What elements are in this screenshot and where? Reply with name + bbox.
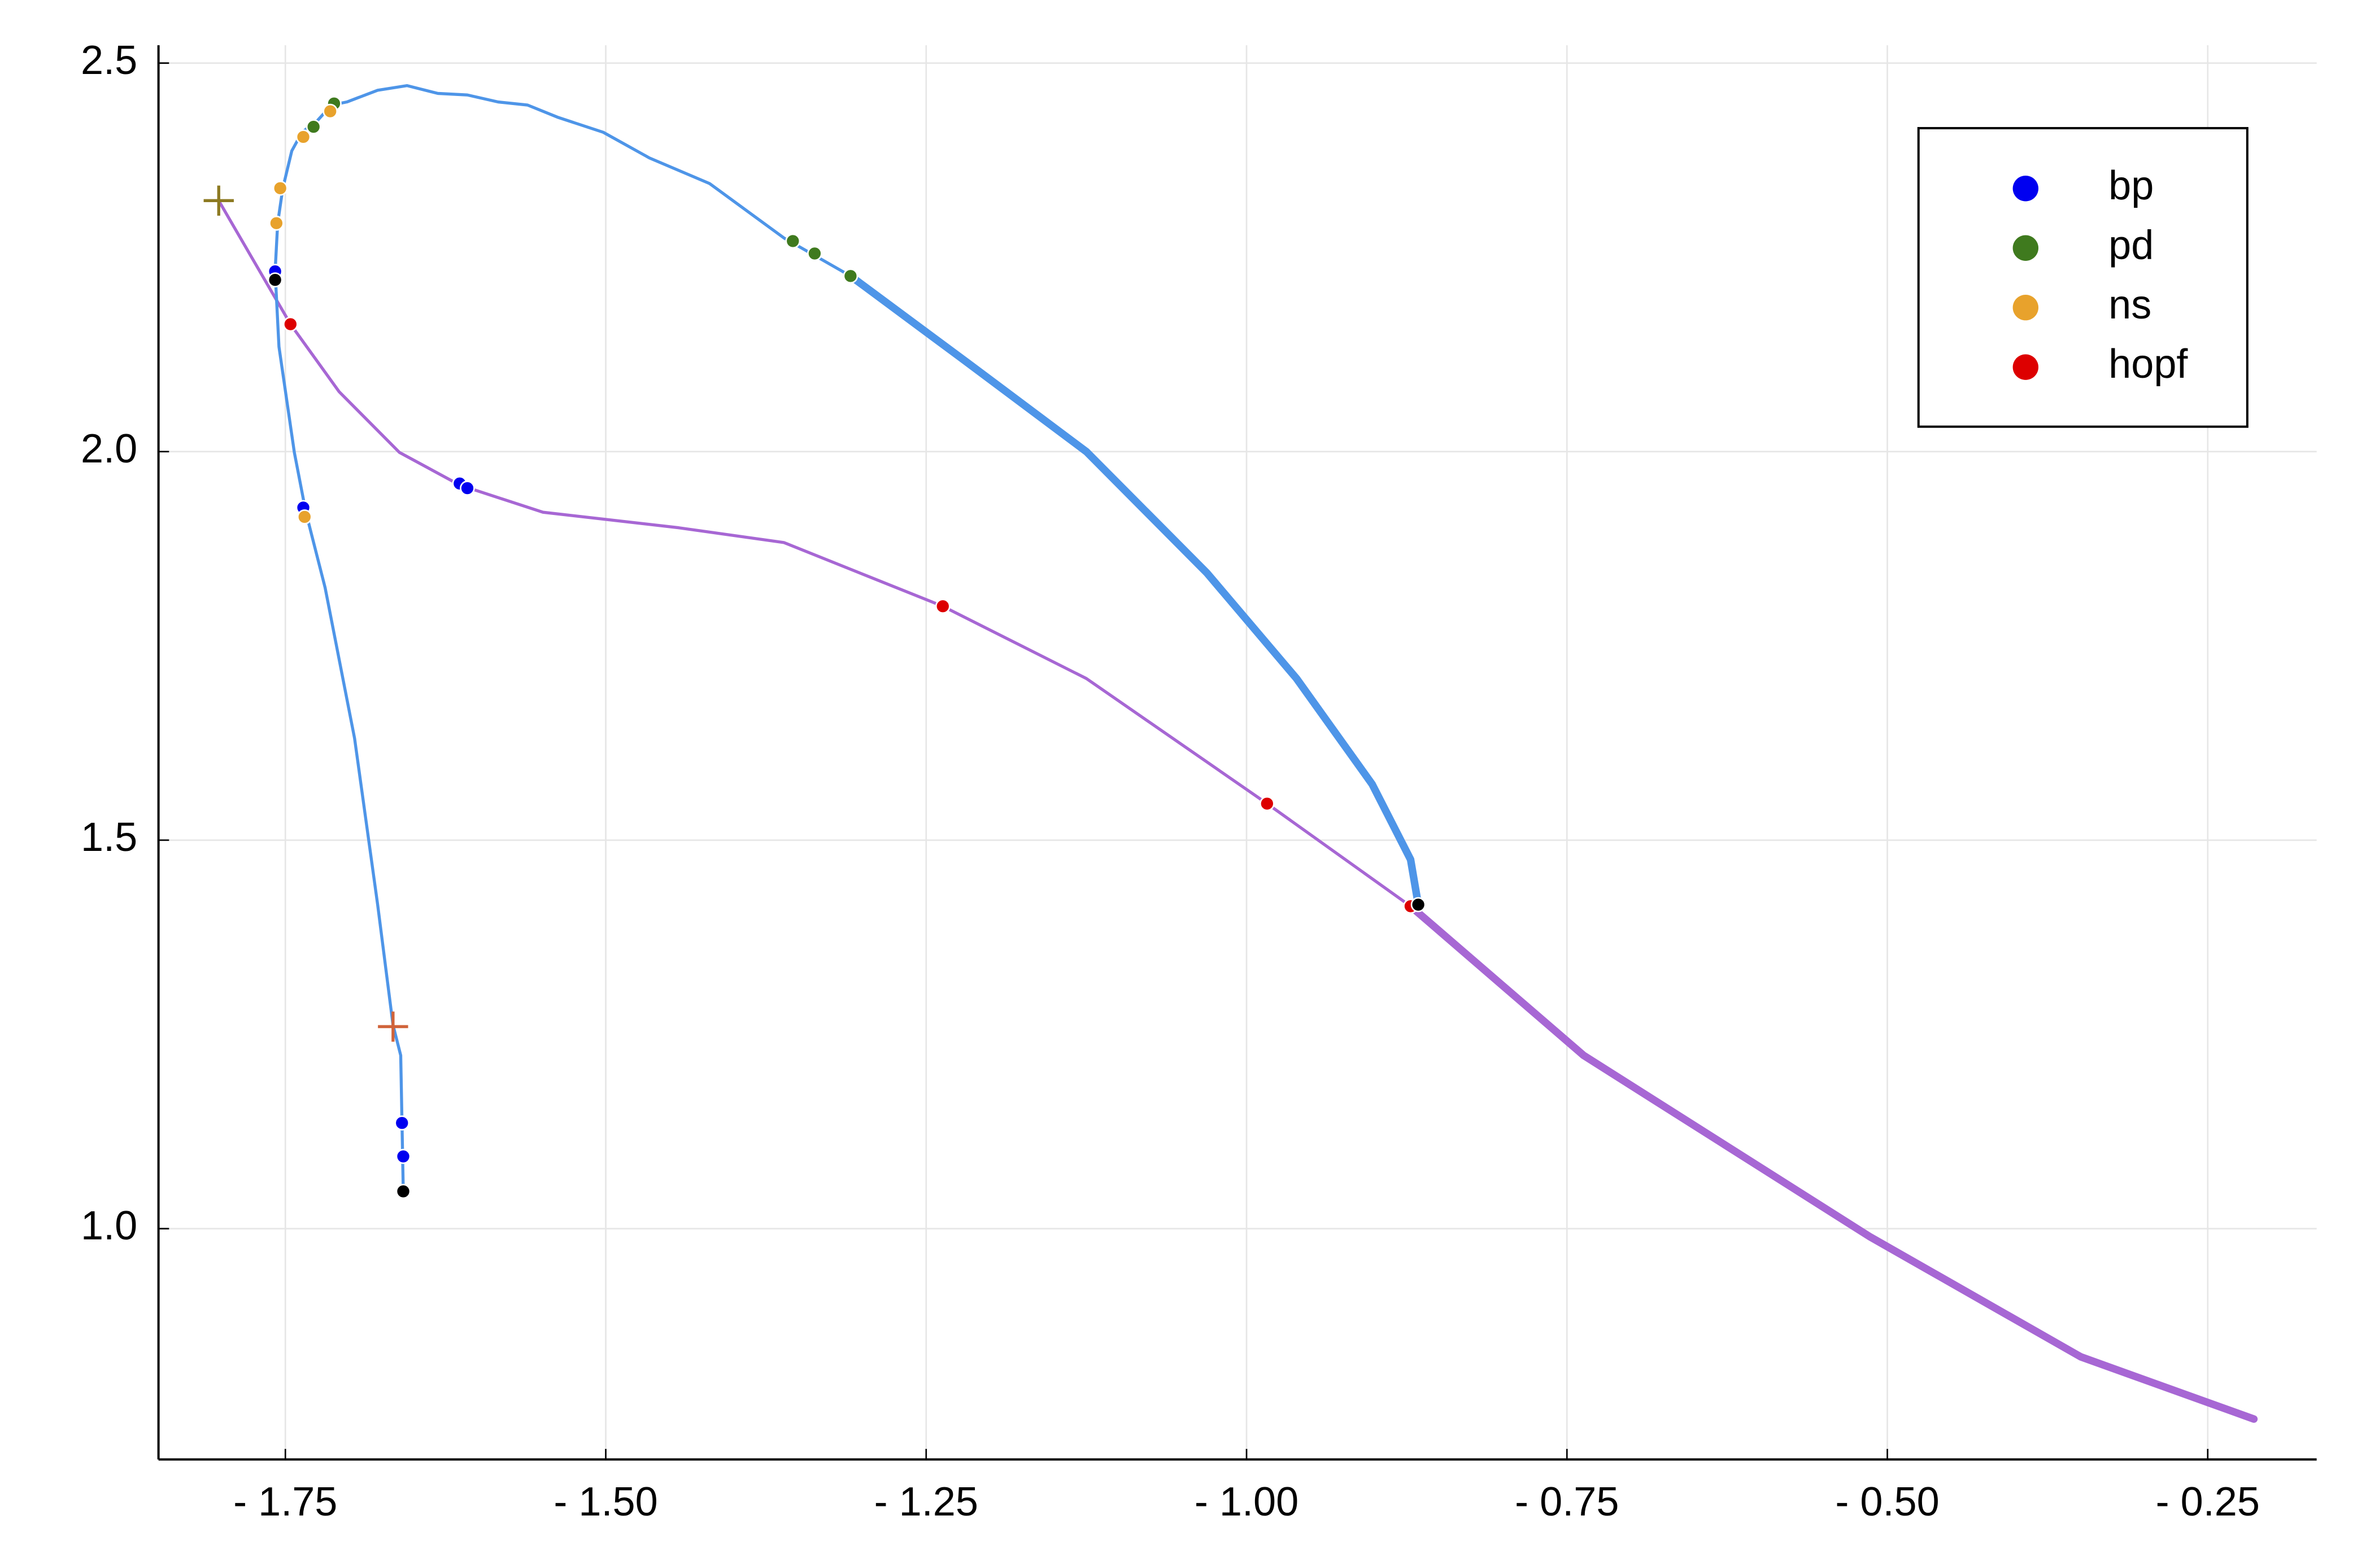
point [297,509,312,525]
curve [273,84,852,1193]
point [267,272,283,288]
point [395,1148,411,1164]
point [395,1183,411,1199]
point [807,246,822,261]
point [785,233,801,249]
legend-label: bp [2108,163,2154,208]
point [272,180,288,196]
x-tick-label: - 1.25 [874,1479,978,1525]
curve [1406,902,2258,1423]
point [1410,897,1426,912]
x-tick-label: - 1.50 [554,1479,657,1525]
x-tick-label: - 0.25 [2156,1479,2260,1525]
legend-box [1917,126,2249,428]
y-tick-label: 2.0 [81,426,137,471]
point [282,316,298,332]
point [394,1115,410,1131]
y-tick-label: 2.5 [81,38,137,83]
x-tick-label: - 1.75 [233,1479,337,1525]
x-tick-label: - 1.00 [1195,1479,1298,1525]
y-tick-label: 1.5 [81,815,137,860]
point [843,268,859,284]
legend-label: hopf [2108,342,2188,387]
x-tick-label: - 0.75 [1515,1479,1619,1525]
legend-marker [2012,235,2039,261]
cross-marker [203,185,234,216]
legend-marker [2012,295,2039,321]
cross-marker [378,1011,408,1042]
legend-marker [2012,354,2039,380]
point [1259,796,1275,811]
point [935,599,951,614]
point [269,215,284,231]
curve [217,199,1413,908]
legend-marker [2012,176,2039,202]
legend-label: pd [2108,222,2154,268]
y-tick-label: 1.0 [81,1203,137,1248]
x-tick-label: - 0.50 [1835,1479,1939,1525]
legend-label: ns [2108,282,2151,327]
curve [847,272,1422,909]
point [323,103,338,119]
point [460,481,475,496]
point [295,129,311,145]
point [306,119,321,134]
